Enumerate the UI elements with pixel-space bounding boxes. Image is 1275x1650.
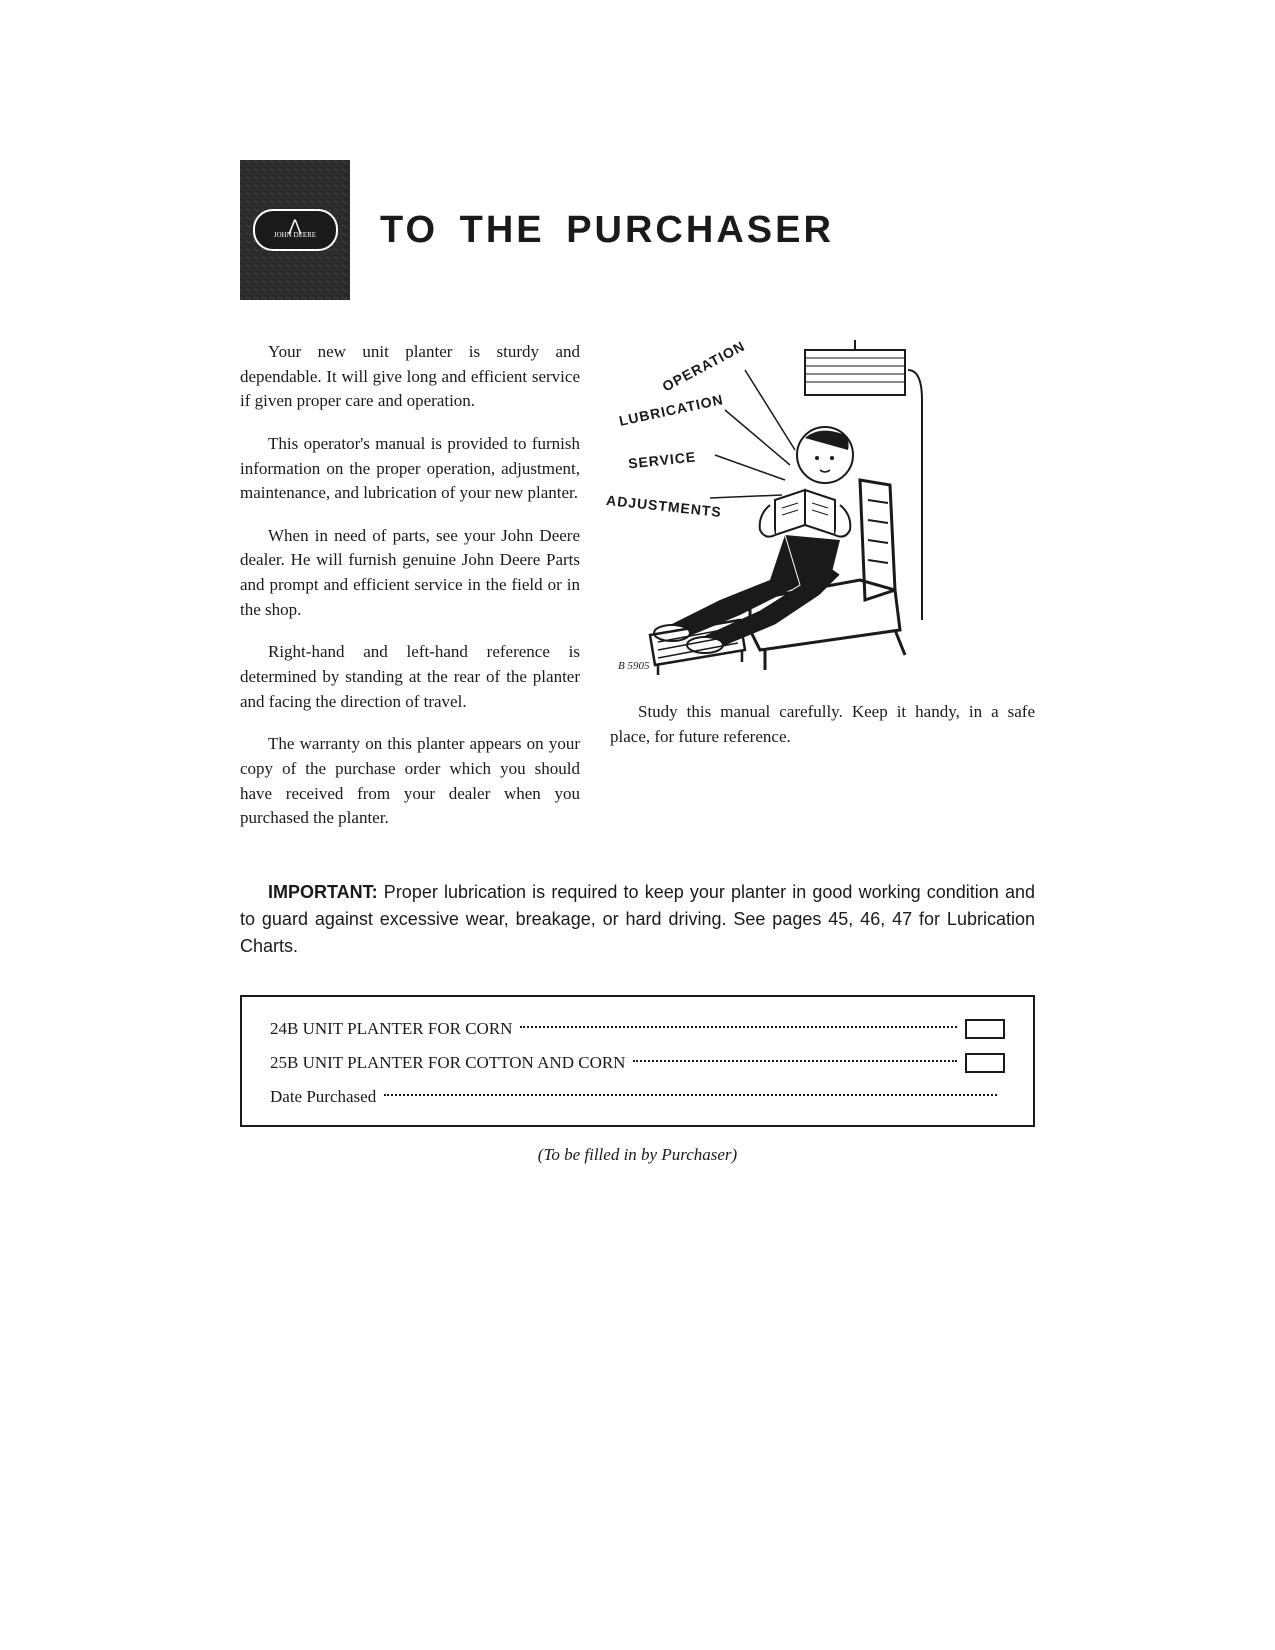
left-column: Your new unit planter is sturdy and depe… [240, 340, 580, 849]
header-row: ⋀ JOHN DEERE TO THE PURCHASER [240, 160, 1035, 300]
illustration-code: B 5905 [618, 660, 649, 672]
important-notice: IMPORTANT: Proper lubrication is require… [240, 879, 1035, 960]
paragraph-study: Study this manual carefully. Keep it han… [610, 700, 1035, 749]
logo-deer-icon: ⋀ JOHN DEERE [274, 221, 316, 239]
fill-label-24b: 24B UNIT PLANTER FOR CORN [270, 1019, 512, 1039]
fill-row-date: Date Purchased [270, 1087, 1005, 1107]
paragraph-orientation: Right-hand and left-hand refer­ence is d… [240, 640, 580, 714]
purchaser-fill-box: 24B UNIT PLANTER FOR CORN 25B UNIT PLANT… [240, 995, 1035, 1127]
checkbox-25b[interactable] [965, 1053, 1005, 1073]
checkbox-24b[interactable] [965, 1019, 1005, 1039]
right-column: OPERATION LUBRICATION SERVICE ADJUSTMENT… [610, 340, 1035, 849]
fill-label-25b: 25B UNIT PLANTER FOR COTTON AND CORN [270, 1053, 625, 1073]
fill-dots [633, 1060, 957, 1062]
fill-dots [384, 1094, 997, 1096]
paragraph-warranty: The warranty on this planter appears on … [240, 732, 580, 831]
document-page: ⋀ JOHN DEERE TO THE PURCHASER Your new u… [0, 0, 1275, 1265]
paragraph-intro: Your new unit planter is sturdy and depe… [240, 340, 580, 414]
fill-dots [520, 1026, 957, 1028]
fill-row-24b: 24B UNIT PLANTER FOR CORN [270, 1019, 1005, 1039]
fill-caption: (To be filled in by Purchaser) [240, 1145, 1035, 1165]
page-title: TO THE PURCHASER [380, 209, 834, 252]
important-label: IMPORTANT: [268, 882, 378, 902]
fill-row-25b: 25B UNIT PLANTER FOR COTTON AND CORN [270, 1053, 1005, 1073]
paragraph-parts: When in need of parts, see your John Dee… [240, 524, 580, 623]
logo-badge: ⋀ JOHN DEERE [253, 209, 338, 251]
brand-logo: ⋀ JOHN DEERE [240, 160, 350, 300]
paragraph-manual: This operator's manual is pro­vided to f… [240, 432, 580, 506]
fill-label-date: Date Purchased [270, 1087, 376, 1107]
two-column-layout: Your new unit planter is sturdy and depe… [240, 340, 1035, 849]
reader-illustration: OPERATION LUBRICATION SERVICE ADJUSTMENT… [610, 340, 930, 680]
